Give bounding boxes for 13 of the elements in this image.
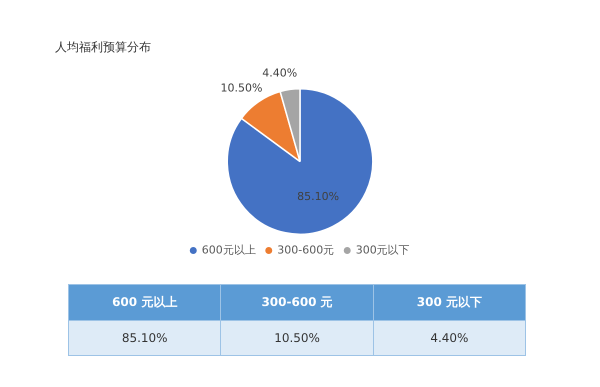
data-label: 4.40% (262, 66, 298, 80)
text: 10.50% (274, 331, 320, 345)
legend-label: 600元以上 (202, 243, 256, 256)
legend-label: 300元以下 (356, 243, 410, 256)
text: 300 元以下 (373, 284, 526, 320)
text: 4.40% (430, 331, 468, 345)
text: 600 元以上 (68, 284, 221, 320)
text: 85.10% (122, 331, 168, 345)
text: 300-600 元 (220, 284, 374, 320)
data-label: 85.10% (297, 190, 340, 204)
data-label: 10.50% (220, 81, 262, 94)
legend-label: 300-600元 (277, 243, 334, 256)
chart-title: 人均福利预算分布 (55, 39, 151, 56)
